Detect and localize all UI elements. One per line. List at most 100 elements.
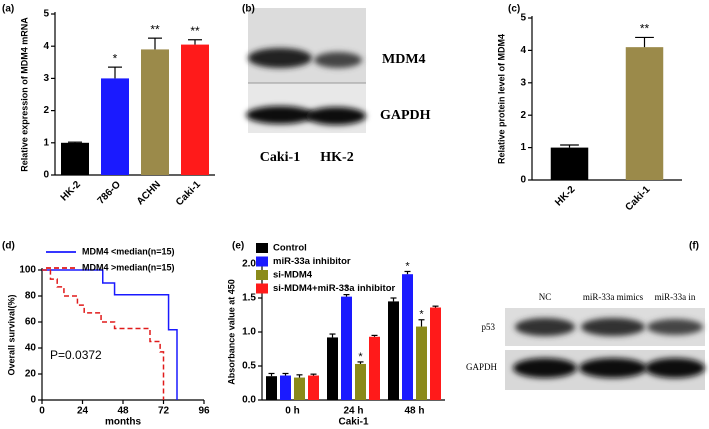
- bar: [369, 336, 380, 400]
- bar: [327, 337, 338, 400]
- bar: [388, 301, 399, 400]
- y-tick-label: 1: [43, 137, 49, 148]
- y-tick-label: 5: [43, 9, 49, 20]
- y-axis-label: Overall survival(%): [6, 294, 16, 375]
- bar: [181, 44, 209, 176]
- y-tick-label: 100: [19, 265, 36, 276]
- legend-label: si-MDM4+miR-33a inhibitor: [273, 283, 395, 294]
- y-axis-label: Relative protein level of MDM4: [496, 34, 506, 164]
- x-tick-label: HK-2: [59, 179, 84, 204]
- y-axis-label: Relative expression of MDM4 mRNA: [19, 17, 29, 172]
- x-axis-label: Caki-1: [338, 417, 368, 428]
- y-tick-label: 0: [30, 395, 36, 406]
- y-tick-label: 3: [520, 77, 526, 88]
- y-tick-label: 1.0: [242, 327, 256, 338]
- y-axis-label: Absorbance value at 450: [226, 279, 236, 385]
- x-tick-label: Caki-1: [174, 179, 203, 208]
- legend-label: MDM4 >median(n=15): [82, 262, 175, 272]
- legend-swatch: [256, 256, 268, 267]
- panel-label: (e): [232, 241, 244, 252]
- y-tick-label: 0.5: [242, 361, 256, 372]
- bar: [61, 142, 89, 175]
- blot-f: [505, 308, 705, 390]
- panel-label: (b): [242, 4, 255, 15]
- significance: *: [419, 309, 424, 321]
- legend-swatch: [256, 283, 268, 294]
- bar: [294, 377, 305, 400]
- y-tick-label: 2: [520, 110, 526, 121]
- panel-label: (c): [508, 4, 520, 15]
- blot-b: [246, 8, 366, 133]
- y-tick-label: 40: [25, 343, 37, 354]
- bar: [625, 47, 664, 180]
- x-tick-label: 24: [77, 406, 89, 417]
- bar: [416, 326, 427, 400]
- x-tick-label: 786-O: [96, 179, 124, 207]
- x-tick-label: 96: [198, 406, 210, 417]
- significance: **: [150, 22, 160, 36]
- legend-swatch: [256, 243, 268, 253]
- bar: [430, 307, 441, 400]
- y-tick-label: 3: [43, 73, 49, 84]
- x-axis-label: months: [105, 417, 142, 428]
- lane-label: miR-33a mimics: [583, 292, 644, 302]
- x-tick-label: ACHN: [135, 179, 163, 207]
- legend-label: Control: [273, 243, 307, 254]
- x-tick-label: 0: [39, 406, 45, 417]
- significance: *: [405, 260, 410, 272]
- bar: [266, 376, 277, 400]
- x-tick-label: 72: [158, 406, 170, 417]
- legend-label: MDM4 <median(n=15): [82, 246, 175, 256]
- y-tick-label: 2: [43, 105, 49, 116]
- y-tick-label: 60: [25, 317, 37, 328]
- bar: [141, 49, 169, 175]
- panel-label: (d): [2, 241, 15, 252]
- y-tick-label: 2.0: [242, 259, 256, 270]
- row-label: GAPDH: [466, 362, 498, 372]
- y-tick-label: 1: [520, 142, 526, 153]
- row-label: GAPDH: [380, 108, 431, 123]
- y-tick-label: 80: [25, 291, 37, 302]
- bar: [402, 274, 413, 400]
- y-tick-label: 1.5: [242, 293, 256, 304]
- y-tick-label: 0: [520, 175, 526, 186]
- x-tick-label: Caki-1: [623, 184, 652, 213]
- significance: *: [358, 351, 363, 363]
- survival-line: [42, 269, 165, 400]
- y-tick-label: 5: [520, 13, 526, 24]
- legend-label: si-MDM4: [273, 270, 313, 281]
- panel-label: (f): [689, 241, 699, 252]
- survival-line: [42, 269, 178, 400]
- x-tick-label: 48 h: [404, 406, 424, 417]
- y-tick-label: 0.0: [242, 395, 256, 406]
- bar: [341, 296, 352, 400]
- row-label: p53: [482, 322, 496, 332]
- x-tick-label: 24 h: [343, 406, 363, 417]
- bar: [280, 375, 291, 400]
- annotation: P=0.0372: [50, 348, 102, 362]
- y-tick-label: 20: [25, 369, 37, 380]
- legend-label: miR-33a inhibitor: [273, 256, 351, 267]
- significance: **: [190, 24, 200, 38]
- bar: [550, 147, 589, 180]
- bar: [101, 78, 129, 175]
- x-tick-label: 48: [117, 406, 129, 417]
- legend-swatch: [256, 270, 268, 280]
- lane-label: Caki-1: [260, 150, 300, 165]
- lane-label: NC: [539, 292, 552, 302]
- significance: *: [344, 284, 349, 296]
- x-tick-label: 0 h: [285, 406, 299, 417]
- y-tick-label: 4: [520, 45, 526, 56]
- row-label: MDM4: [382, 52, 426, 67]
- x-tick-label: HK-2: [553, 184, 578, 209]
- lane-label: HK-2: [320, 150, 353, 165]
- panel-label: (a): [2, 4, 14, 15]
- y-tick-label: 0: [43, 170, 49, 181]
- y-tick-label: 4: [43, 41, 49, 52]
- significance: **: [640, 22, 650, 36]
- bar: [308, 375, 319, 400]
- bar: [355, 363, 366, 400]
- significance: *: [113, 51, 118, 65]
- lane-label: miR-33a in: [655, 292, 696, 302]
